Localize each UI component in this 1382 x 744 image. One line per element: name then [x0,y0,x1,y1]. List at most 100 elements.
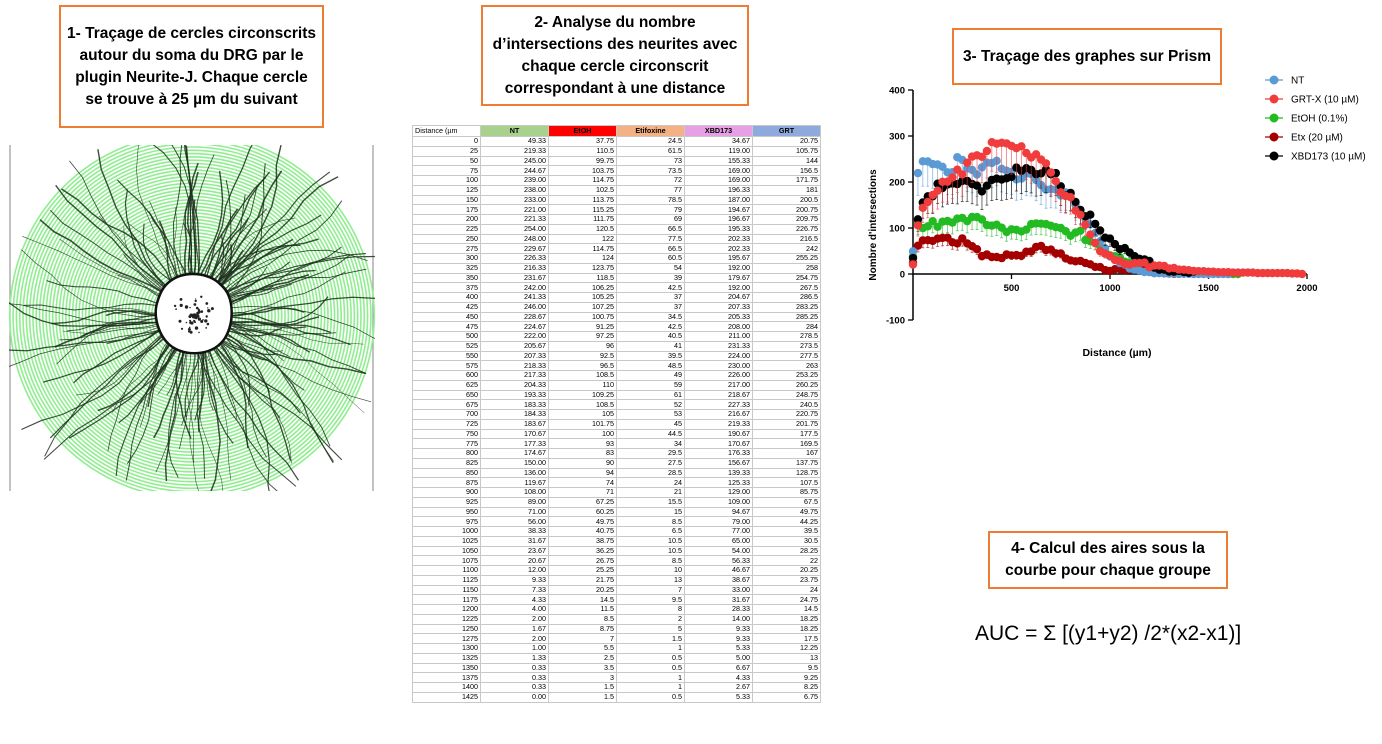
table-cell: 150.00 [480,457,549,469]
data-point [1095,226,1105,235]
table-cell: 1250 [412,623,481,635]
table-cell: 248.75 [752,389,821,401]
table-cell: 78.5 [616,194,685,206]
table-cell: 124 [548,253,617,264]
data-point [958,170,967,179]
table-cell: 169.00 [684,165,753,176]
table-cell: 240.5 [752,399,821,410]
table-row: 575 218.33 96.5 48.5 230.00 263 [412,360,821,371]
data-point [1031,150,1041,159]
table-cell: 54 [616,262,685,274]
table-cell: 176.33 [684,448,753,459]
table-cell: 60.5 [616,253,685,264]
data-point [913,215,923,224]
table-row: 100 239.00 114.75 72 169.00 171.75 [412,175,821,186]
table-cell: 38.67 [684,574,753,586]
table-cell: 7.33 [480,584,549,596]
table-cell: 10.5 [616,535,685,547]
table-cell: 170.67 [480,428,549,440]
table-cell: 75 [412,165,481,176]
table-cell: 1325 [412,652,481,664]
table-cell: 17.5 [752,633,821,644]
legend-marker [1269,151,1279,161]
column-header-nt: NT [480,125,549,137]
table-cell: 73 [616,155,685,167]
table-cell: 56.00 [480,516,549,527]
table-cell: 200 [412,214,481,225]
table-cell: 475 [412,321,481,332]
table-cell: 975 [412,516,481,527]
table-cell: 96.5 [548,360,617,371]
table-cell: 192.00 [684,282,753,293]
sholl-chart: -100 0 100 200 300 400 500 1000 1500 2000 Distanc… [868,75,1366,359]
data-point [963,158,972,167]
table-row: 1175 4.33 14.5 9.5 31.67 24.75 [412,594,821,605]
table-cell: 113.75 [548,194,617,206]
data-point [923,197,932,207]
table-cell: 39.5 [752,526,821,537]
data-point [977,215,987,224]
table-row: 850 136.00 94 28.5 139.33 128.75 [412,467,821,479]
legend-marker [1269,132,1279,142]
data-point [1076,210,1085,219]
table-row: 425 246.00 107.25 37 207.33 283.25 [412,301,821,313]
data-point [1105,234,1115,243]
table-cell: 1125 [412,574,481,586]
table-cell: 77 [616,184,685,196]
x-axis-label: Distance (µm) [1082,347,1151,359]
table-cell: 54.00 [684,545,753,557]
table-cell: 13 [752,652,821,664]
table-cell: 201.75 [752,418,821,430]
table-cell: 286.5 [752,292,821,303]
table-cell: 24.75 [752,594,821,605]
table-cell: 34.5 [616,311,685,323]
data-point [908,260,918,269]
table-cell: 99.75 [548,155,617,167]
table-cell: 28.5 [616,467,685,479]
table-row: 1300 1.00 5.5 1 5.33 12.25 [412,643,821,654]
data-point [982,181,992,190]
table-cell: 114.75 [548,175,617,186]
data-point [908,247,918,256]
y-tick-label: 100 [889,224,905,235]
table-cell: 205.33 [684,311,753,323]
table-row: 1075 20.67 26.75 8.5 56.33 22 [412,555,821,566]
table-cell: 115.25 [548,204,617,215]
table-cell: 196.67 [684,214,753,225]
table-cell: 110.5 [548,145,617,157]
table-cell: 100 [548,428,617,440]
table-cell: 575 [412,360,481,371]
table-cell: 171.75 [752,175,821,186]
table-cell: 625 [412,379,481,391]
table-cell: 37 [616,292,685,303]
table-cell: 900 [412,487,481,498]
table-cell: 156.5 [752,165,821,176]
table-cell: 267.5 [752,282,821,293]
table-cell: 177.33 [480,438,549,449]
table-cell: 5.5 [548,643,617,654]
table-cell: 260.25 [752,379,821,391]
table-cell: 11.5 [548,604,617,615]
table-cell: 2 [616,613,685,625]
legend-marker [1269,113,1279,123]
table-cell: 18.25 [752,613,821,625]
x-tick-label: 500 [1004,283,1020,294]
table-cell: 222.00 [480,331,549,342]
table-cell: 48.5 [616,360,685,371]
column-header-distance: Distance (µm [412,125,481,137]
table-cell: 1000 [412,526,481,537]
table-cell: 94.67 [684,506,753,518]
table-cell: 156.67 [684,457,753,469]
table-cell: 8.25 [752,682,821,693]
table-cell: 169.00 [684,175,753,186]
table-cell: 23.67 [480,545,549,557]
table-cell: 60.25 [548,506,617,518]
step-2-box: 2- Analyse du nombre d’intersections des… [481,5,749,106]
table-cell: 1175 [412,594,481,605]
table-cell: 224.00 [684,350,753,362]
table-cell: 28.33 [684,604,753,615]
table-cell: 40.5 [616,331,685,342]
table-row: 900 108.00 71 21 129.00 85.75 [412,487,821,498]
table-row: 75 244.67 103.75 73.5 169.00 156.5 [412,165,821,176]
table-cell: 20.25 [752,565,821,576]
